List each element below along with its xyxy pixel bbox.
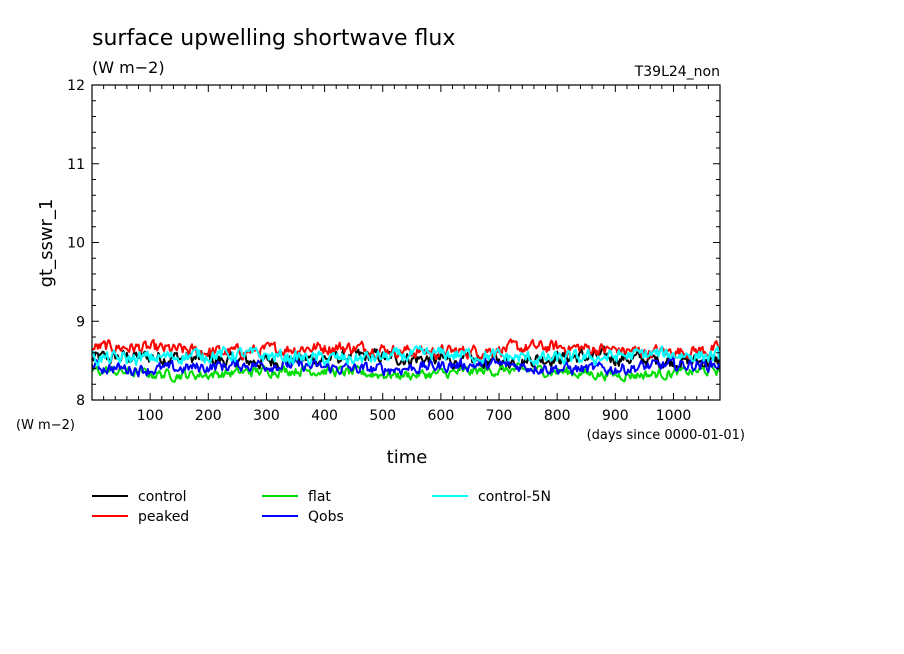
series-line-flat (92, 362, 720, 383)
y-tick-label: 11 (67, 157, 85, 173)
y-tick-label: 9 (76, 314, 85, 330)
x-unit-label: (days since 0000-01-01) (587, 428, 745, 443)
y-unit-label: (W m−2) (16, 418, 75, 433)
x-tick-label: 900 (602, 408, 629, 424)
x-axis-label: time (387, 447, 428, 468)
series-line-control-5N (92, 345, 720, 367)
x-tick-label: 500 (369, 408, 396, 424)
x-tick-label: 700 (486, 408, 513, 424)
legend-label-control: control (138, 489, 187, 505)
x-tick-label: 800 (544, 408, 571, 424)
y-tick-label: 10 (67, 236, 85, 252)
series-line-Qobs (92, 356, 720, 378)
chart-units: (W m−2) (92, 58, 165, 77)
y-axis-label: gt_sswr_1 (36, 199, 57, 288)
x-tick-label: 200 (195, 408, 222, 424)
run-label: T39L24_non (634, 64, 720, 80)
plot-layer: 100 200 300 400 500 600 700 800 900 1000 8 9 10 11 12 (67, 78, 721, 424)
legend-label-control-5N: control-5N (478, 489, 551, 505)
chart-title: surface upwelling shortwave flux (92, 26, 455, 51)
x-tick-label: 300 (253, 408, 280, 424)
legend-label-flat: flat (308, 489, 331, 505)
legend-label-Qobs: Qobs (308, 509, 344, 525)
x-tick-label: 400 (311, 408, 338, 424)
series-group (92, 338, 720, 383)
y-tick-label: 12 (67, 78, 85, 94)
x-tick-label: 100 (137, 408, 164, 424)
x-tick-label: 1000 (656, 408, 692, 424)
y-tick-label: 8 (76, 393, 85, 409)
legend: control peaked flat Qobs control-5N (92, 489, 551, 525)
x-tick-label: 600 (428, 408, 455, 424)
legend-label-peaked: peaked (138, 509, 189, 525)
